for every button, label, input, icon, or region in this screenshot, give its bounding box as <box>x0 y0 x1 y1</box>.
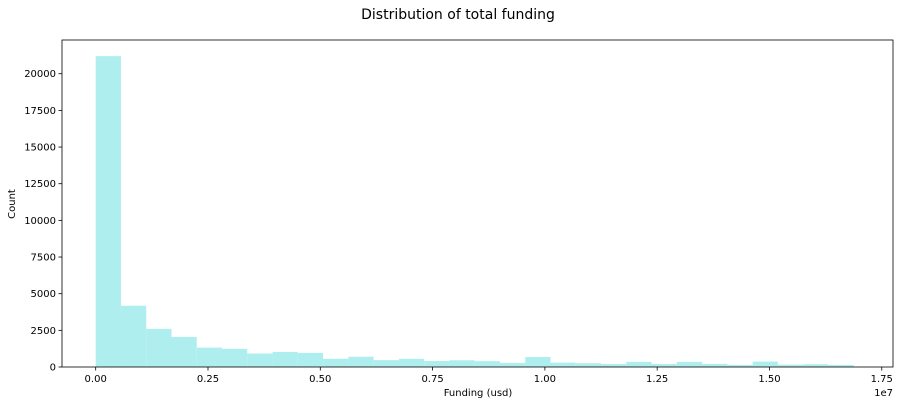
histogram-bar <box>272 351 298 367</box>
histogram-bar <box>424 360 450 367</box>
y-axis-label: Count <box>7 189 18 219</box>
x-tick-label: 1.75 <box>871 374 893 385</box>
histogram-bar <box>373 360 399 367</box>
histogram-bar <box>474 361 500 367</box>
x-tick-label: 0.00 <box>85 374 107 385</box>
x-tick-label: 0.25 <box>197 374 219 385</box>
histogram-bar <box>196 347 223 367</box>
histogram-bar <box>727 364 753 367</box>
x-axis: 0.00 0.25 0.50 0.75 1.00 1.25 1.50 1.75 <box>85 367 893 385</box>
histogram-bar <box>601 364 627 367</box>
histogram-bar <box>297 352 324 367</box>
histogram-bar <box>146 328 172 367</box>
histogram-bar <box>499 362 526 367</box>
histogram-bar <box>752 361 778 367</box>
histogram-bar <box>626 361 652 367</box>
histogram-bar <box>171 336 197 367</box>
y-tick-label: 2500 <box>31 326 56 337</box>
histogram-bar <box>323 358 349 367</box>
y-tick-label: 10000 <box>24 216 56 227</box>
histogram-bar <box>95 56 121 367</box>
y-axis: 0 2500 5000 7500 10000 12500 15000 17500 20000 <box>24 69 62 374</box>
histogram-bar <box>803 364 829 367</box>
x-axis-offset-label: 1e7 <box>874 388 893 399</box>
y-tick-label: 20000 <box>24 69 56 80</box>
histogram-bar <box>398 358 425 367</box>
x-tick-label: 1.50 <box>758 374 780 385</box>
histogram-bar <box>247 353 273 367</box>
histogram-bar <box>651 364 677 367</box>
histogram-bar <box>449 360 475 367</box>
x-tick-label: 1.25 <box>646 374 668 385</box>
histogram-bar <box>120 305 147 367</box>
y-tick-label: 12500 <box>24 179 56 190</box>
histogram-bar <box>525 357 551 367</box>
chart-title: Distribution of total funding <box>361 7 555 23</box>
x-axis-label: Funding (usd) <box>444 388 513 399</box>
histogram-bar <box>828 364 854 367</box>
y-tick-label: 5000 <box>31 289 56 300</box>
histogram-bar <box>550 362 576 367</box>
histogram-bar <box>676 361 703 367</box>
histogram-bar <box>222 348 248 367</box>
histogram-bar <box>702 363 728 367</box>
x-tick-label: 1.00 <box>534 374 556 385</box>
plot-frame <box>61 39 894 368</box>
histogram-bar <box>348 356 374 367</box>
bars-group <box>95 56 854 367</box>
y-tick-label: 0 <box>50 363 56 374</box>
y-tick-label: 7500 <box>31 253 56 264</box>
y-tick-label: 17500 <box>24 106 56 117</box>
y-tick-label: 15000 <box>24 143 56 154</box>
x-tick-label: 0.75 <box>421 374 443 385</box>
histogram-bar <box>575 363 602 367</box>
x-tick-label: 0.50 <box>309 374 331 385</box>
histogram-bar <box>777 364 804 367</box>
